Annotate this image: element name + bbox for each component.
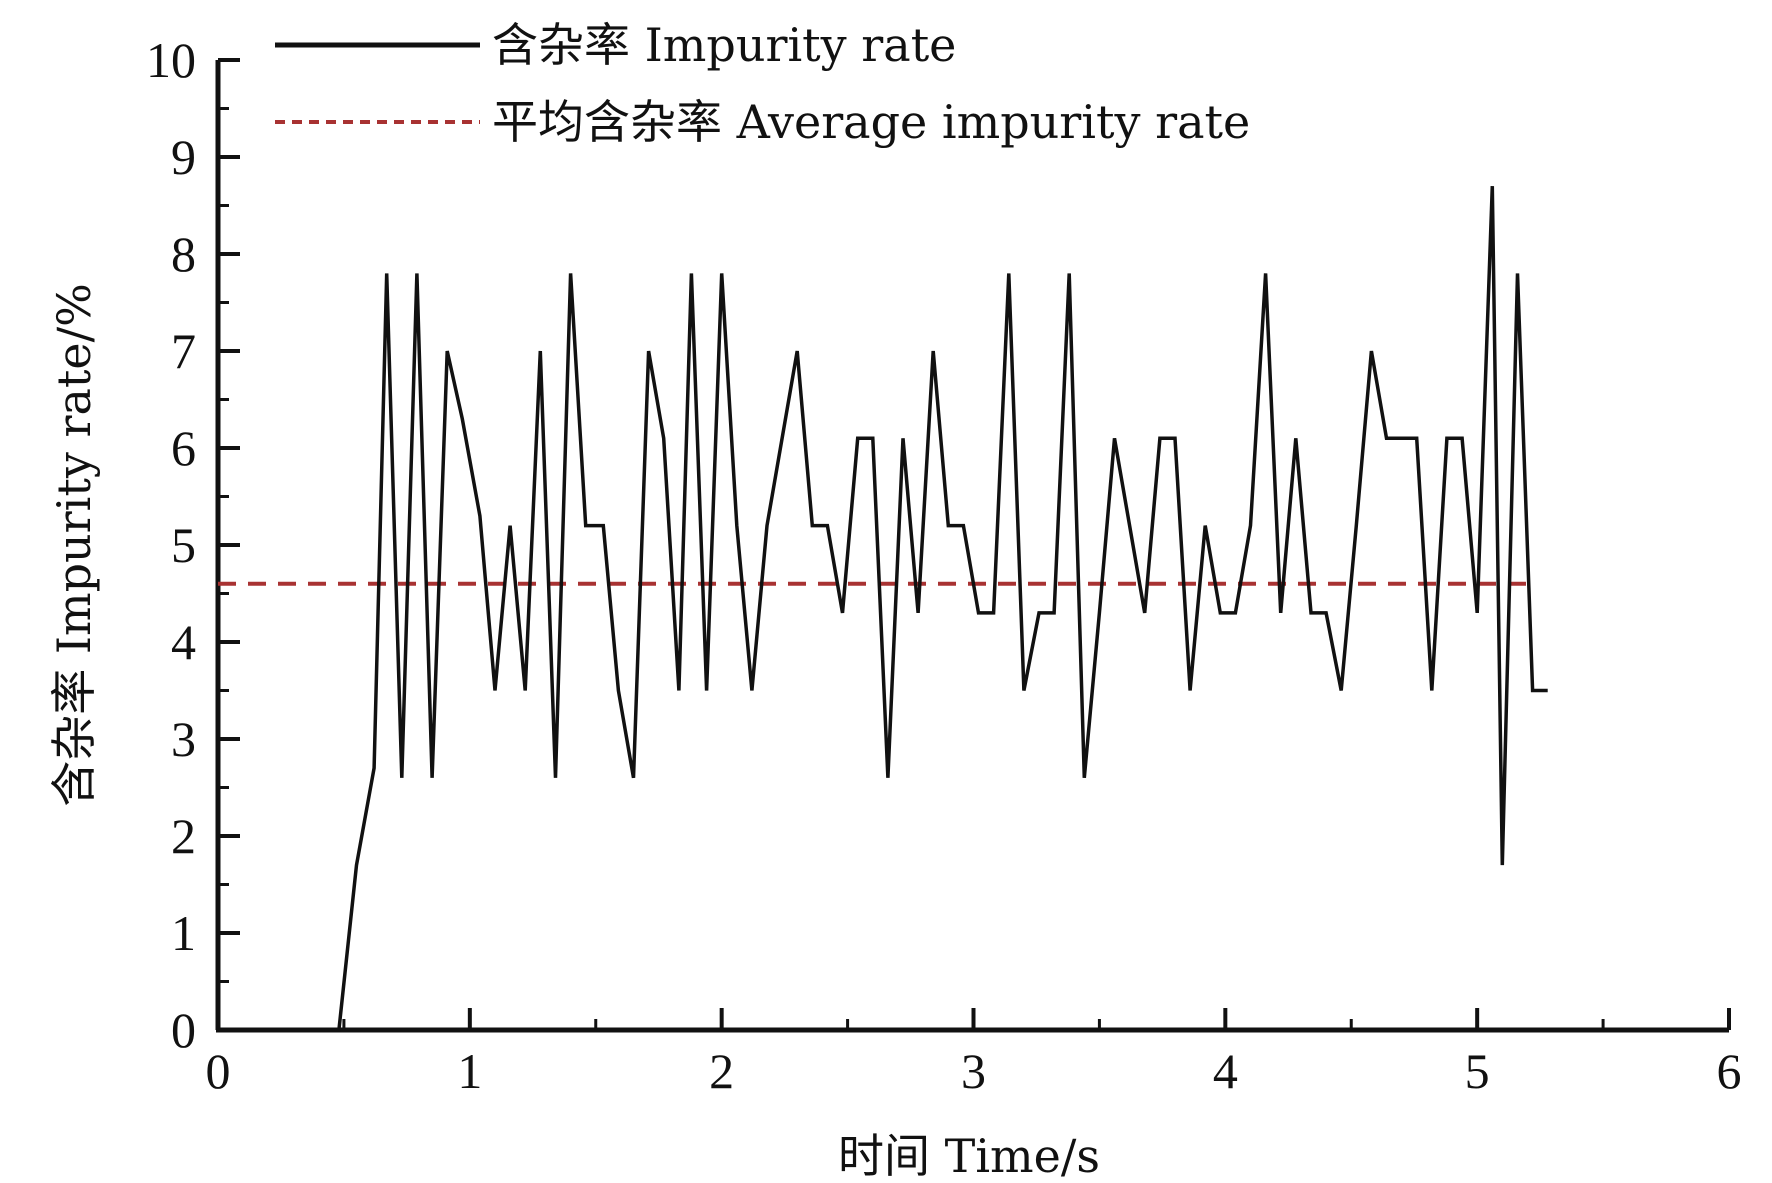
x-tick-label: 3 [961,1043,986,1099]
y-tick-label: 7 [171,323,196,379]
y-tick-label: 9 [171,129,196,185]
y-axis-title: 含杂率 Impurity rate/% [47,283,101,807]
y-tick-label: 3 [171,711,196,767]
y-tick-label: 8 [171,226,196,282]
y-tick-label: 5 [171,517,196,573]
y-axis-ticks: 0 1 2 3 4 5 6 7 8 9 10 [146,32,240,1058]
y-tick-label: 2 [171,808,196,864]
x-tick-label: 1 [457,1043,482,1099]
series-layer [218,186,1548,1032]
series-line-impurity-rate [218,186,1548,1032]
y-tick-label: 4 [171,614,196,670]
x-axis-title: 时间 Time/s [838,1129,1100,1183]
legend-label-average-impurity-rate: 平均含杂率 Average impurity rate [492,95,1250,149]
x-tick-label: 6 [1717,1043,1742,1099]
x-tick-label: 5 [1465,1043,1490,1099]
y-tick-label: 1 [171,905,196,961]
x-tick-label: 0 [206,1043,231,1099]
x-tick-label: 2 [709,1043,734,1099]
y-tick-label: 6 [171,420,196,476]
plot-frame [215,60,1729,1033]
y-tick-label: 0 [171,1002,196,1058]
legend: 含杂率 Impurity rate 平均含杂率 Average impurity… [275,18,1250,149]
x-axis-ticks: 0 1 2 3 4 5 6 [206,1008,1742,1099]
x-tick-label: 4 [1213,1043,1238,1099]
y-tick-label: 10 [146,32,196,88]
legend-label-impurity-rate: 含杂率 Impurity rate [492,18,956,72]
